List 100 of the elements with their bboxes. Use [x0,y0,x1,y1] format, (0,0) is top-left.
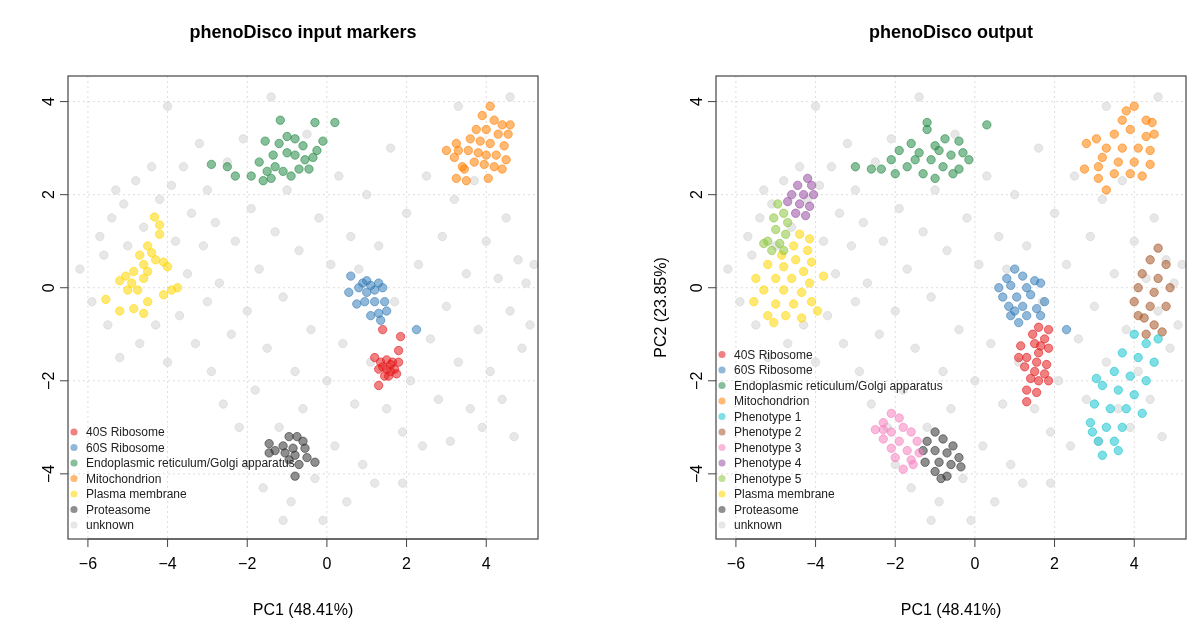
point [1121,106,1131,116]
point [998,292,1008,302]
point [1145,255,1155,265]
point [878,424,888,435]
point [902,445,912,456]
legend-label: Plasma membrane [86,487,188,501]
point [1141,338,1151,349]
point [1145,159,1155,170]
point [930,445,940,456]
point [475,136,485,146]
point [812,306,823,316]
point [790,255,801,265]
point [1101,422,1112,432]
point [798,189,809,200]
point [1121,404,1131,414]
point [1097,380,1108,391]
point [763,259,773,270]
point [312,145,322,156]
point [914,148,924,158]
point [290,150,300,160]
point [1018,301,1028,312]
point [346,271,356,281]
x-axis-title: PC1 (48.41%) [252,601,354,618]
point [1129,297,1139,307]
point [391,369,402,379]
y-tick-label: 4 [40,97,57,107]
point [779,285,789,295]
point [804,278,815,288]
point [948,169,958,179]
point [280,448,290,458]
point [802,245,813,256]
point [381,306,392,316]
x-tick-label: 0 [970,555,980,572]
point [769,213,779,223]
point [1139,313,1149,323]
point [1129,157,1139,167]
point [1025,373,1036,384]
point [477,110,487,121]
point [1141,131,1151,142]
point [800,210,811,221]
y-axis-title: PC2 (23.85%) [652,257,669,358]
point [1002,273,1012,284]
point [806,180,817,191]
point [222,162,233,172]
point [101,294,111,305]
point [792,180,803,191]
point [264,448,274,458]
point [786,273,797,284]
legend-label: 40S Ribosome [86,425,166,439]
point [360,297,370,307]
point [1035,310,1046,321]
point [479,159,489,170]
point [1016,341,1026,351]
point [783,196,793,207]
x-tick-label: 0 [322,555,332,572]
x-tick-label: 4 [481,555,491,572]
point [138,259,149,270]
legend-label: 40S Ribosome [734,347,814,362]
point [481,150,491,160]
point [866,164,877,174]
x-tick-label: −4 [806,555,825,572]
point [790,208,801,218]
legend-label: unknown [734,518,783,532]
point [798,266,809,277]
point [1149,357,1159,367]
legend-label: Mitochondrion [734,394,810,408]
point [282,131,292,142]
point [1006,280,1016,291]
point [1141,329,1151,339]
point [274,138,284,149]
point [781,310,791,321]
point [958,148,968,158]
y-tick-label: −2 [688,371,705,390]
point [503,129,513,139]
point [499,141,509,151]
point [352,299,362,309]
point [1133,143,1143,153]
y-tick-label: −4 [688,464,705,483]
point [469,157,479,167]
point [290,450,300,460]
point [767,245,777,256]
legend-label: Phenotype 4 [734,456,802,470]
point [304,164,314,174]
point [246,171,256,181]
point [1014,317,1024,328]
point [1125,169,1135,179]
point [411,324,422,335]
point [808,189,819,200]
point [393,345,404,356]
point [473,148,483,158]
point [290,134,300,144]
point [154,229,165,239]
point [383,371,394,381]
point [890,169,900,179]
point [1097,450,1108,460]
point [804,234,815,244]
point [1091,134,1102,144]
point [1157,327,1167,337]
point [310,457,320,467]
legend-label: 60S Ribosome [734,363,814,377]
